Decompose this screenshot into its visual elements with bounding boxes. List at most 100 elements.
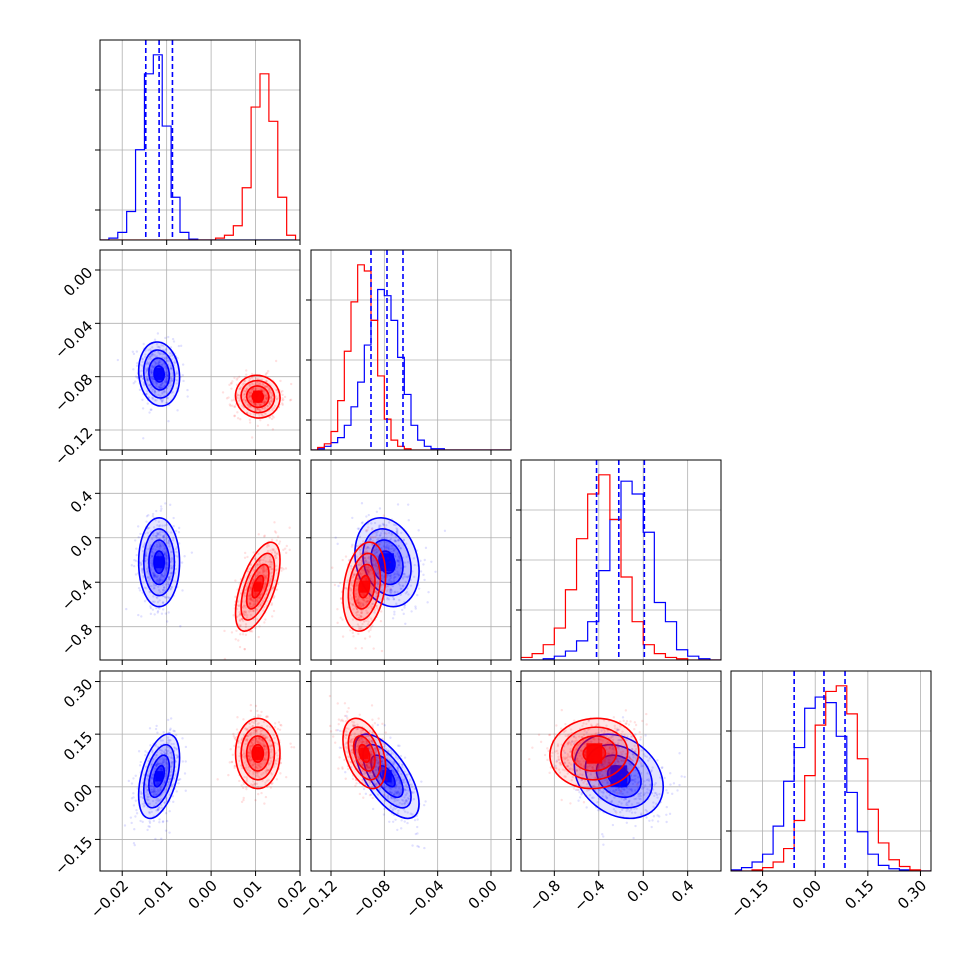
- sample-point: [344, 771, 346, 773]
- sample-point: [263, 802, 265, 804]
- sample-point: [135, 573, 137, 575]
- sample-point: [235, 638, 237, 640]
- scatter-panel: [124, 704, 296, 846]
- sample-point: [154, 339, 156, 341]
- sample-point: [140, 761, 142, 763]
- sample-point: [400, 827, 402, 829]
- sample-point: [281, 394, 283, 396]
- sample-point: [259, 714, 261, 716]
- sample-point: [434, 571, 436, 573]
- sample-point: [136, 350, 138, 352]
- sample-point: [117, 359, 119, 361]
- sample-point: [181, 561, 183, 563]
- sample-point: [426, 601, 428, 603]
- sample-point: [132, 792, 134, 794]
- sample-point: [178, 345, 180, 347]
- sample-point: [388, 568, 390, 570]
- sample-point: [166, 620, 168, 622]
- sample-point: [230, 382, 232, 384]
- sample-point: [239, 633, 241, 635]
- sample-point: [237, 639, 239, 641]
- sample-point: [165, 829, 167, 831]
- sample-point: [139, 589, 141, 591]
- sample-point: [138, 750, 140, 752]
- sample-point: [284, 396, 286, 398]
- sample-point: [422, 563, 424, 565]
- sample-point: [216, 778, 218, 780]
- sample-point: [236, 728, 238, 730]
- sample-point: [139, 820, 141, 822]
- sample-point: [270, 604, 272, 606]
- sample-point: [246, 556, 248, 558]
- sample-point: [155, 510, 157, 512]
- sample-point: [167, 336, 169, 338]
- sample-point: [417, 529, 419, 531]
- x-tick-label: 0.00: [185, 877, 221, 913]
- sample-point: [406, 822, 408, 824]
- sample-point: [158, 607, 160, 609]
- y-tick-label: −0.15: [51, 833, 96, 878]
- sample-point: [386, 751, 388, 753]
- sample-point: [265, 796, 267, 798]
- sample-point: [233, 399, 235, 401]
- sample-point: [279, 540, 281, 542]
- sample-point: [383, 808, 385, 810]
- sample-point: [139, 389, 141, 391]
- sample-point: [260, 711, 262, 713]
- sample-point: [400, 819, 402, 821]
- sample-point: [404, 756, 406, 758]
- sample-point: [345, 555, 347, 557]
- sample-point: [380, 610, 382, 612]
- sample-point: [288, 527, 290, 529]
- sample-point: [349, 629, 351, 631]
- sample-point: [387, 550, 389, 552]
- sample-point: [155, 725, 157, 727]
- sample-point: [229, 748, 231, 750]
- sample-point: [289, 743, 291, 745]
- sample-point: [367, 519, 369, 521]
- sample-point: [250, 710, 252, 712]
- sample-point: [130, 822, 132, 824]
- sample-point: [427, 591, 429, 593]
- sample-point: [394, 819, 396, 821]
- sample-point: [169, 729, 171, 731]
- y-tick-label: 0.15: [60, 728, 96, 764]
- sample-point: [137, 536, 139, 538]
- sample-point: [346, 711, 348, 713]
- sample-point: [257, 425, 259, 427]
- sample-point: [240, 784, 242, 786]
- sample-point: [138, 587, 140, 589]
- sample-point: [182, 380, 184, 382]
- sample-point: [172, 801, 174, 803]
- sample-point: [185, 760, 187, 762]
- sample-point: [162, 608, 164, 610]
- sample-point: [392, 617, 394, 619]
- sample-point: [372, 536, 374, 538]
- y-tick-label: −0.12: [51, 424, 96, 469]
- sample-point: [420, 570, 422, 572]
- sample-point: [130, 816, 132, 818]
- y-tick-label: 0.00: [60, 780, 96, 816]
- diagonal-histogram: [521, 475, 721, 660]
- sample-point: [172, 730, 174, 732]
- sample-point: [184, 772, 186, 774]
- sample-point: [178, 527, 180, 529]
- sample-point: [132, 351, 134, 353]
- sample-point: [370, 536, 372, 538]
- sample-point: [153, 613, 155, 615]
- sample-point: [142, 407, 144, 409]
- sample-point: [281, 390, 283, 392]
- sample-point: [354, 647, 356, 649]
- sample-point: [423, 579, 425, 581]
- sample-point: [276, 588, 278, 590]
- sample-point: [167, 719, 169, 721]
- sample-point: [185, 790, 187, 792]
- sample-point: [133, 353, 135, 355]
- sample-point: [179, 778, 181, 780]
- sample-point: [132, 368, 134, 370]
- sample-point: [236, 411, 238, 413]
- sample-point: [158, 818, 160, 820]
- sample-point: [181, 737, 183, 739]
- y-tick-label: −0.4: [58, 576, 96, 614]
